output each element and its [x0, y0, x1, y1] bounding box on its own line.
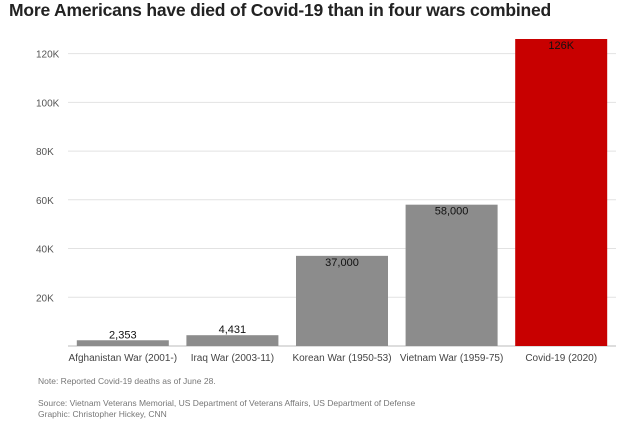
y-tick-label: 20K [36, 293, 54, 304]
bar [76, 340, 169, 346]
x-tick-label: Korean War (1950-53) [292, 353, 391, 364]
x-tick-label: Vietnam War (1959-75) [400, 353, 503, 364]
y-axis-ticks: 20K 40K 60K 80K 100K 120K [36, 50, 60, 305]
chart-source: Source: Vietnam Veterans Memorial, US De… [38, 398, 416, 408]
data-label: 126K [548, 40, 574, 52]
y-tick-label: 60K [36, 196, 54, 207]
chart-note: Note: Reported Covid-19 deaths as of Jun… [38, 376, 216, 386]
x-tick-label: Afghanistan War (2001-) [69, 353, 178, 364]
bars [76, 39, 608, 346]
bar [515, 39, 608, 346]
data-label: 4,431 [219, 324, 247, 336]
y-tick-label: 100K [36, 98, 60, 109]
bar [186, 335, 279, 346]
x-axis-labels: Afghanistan War (2001-) Iraq War (2003-11… [69, 353, 598, 364]
y-tick-label: 80K [36, 147, 54, 158]
data-label: 2,353 [109, 329, 137, 341]
y-tick-label: 120K [36, 50, 60, 61]
y-tick-label: 40K [36, 245, 54, 256]
bar [405, 204, 498, 346]
chart-title: More Americans have died of Covid-19 tha… [9, 0, 551, 20]
x-tick-label: Iraq War (2003-11) [191, 353, 274, 364]
data-labels: 2,353 4,431 37,000 58,000 126K [109, 40, 575, 341]
data-label: 37,000 [325, 257, 359, 269]
chart-credit: Graphic: Christopher Hickey, CNN [38, 409, 167, 419]
bar [296, 255, 388, 346]
x-tick-label: Covid-19 (2020) [525, 353, 597, 364]
data-label: 58,000 [435, 206, 469, 218]
